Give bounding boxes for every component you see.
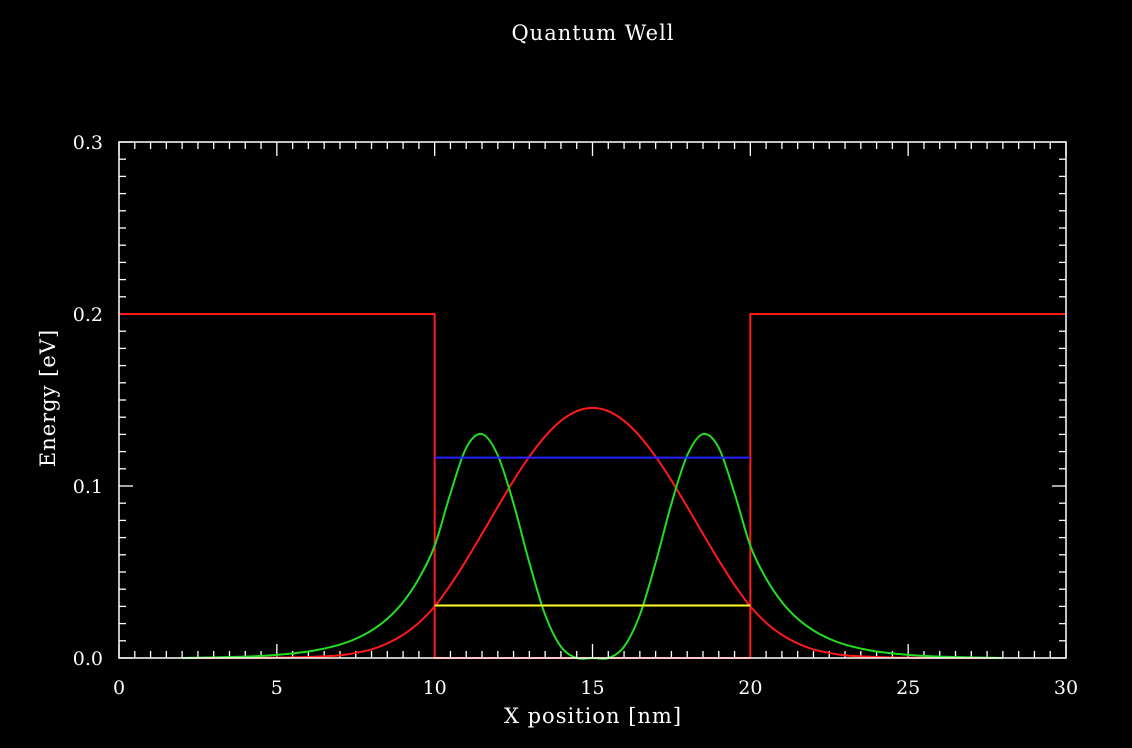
x-tick-label: 20 (738, 677, 762, 699)
x-tick-label: 0 (113, 677, 125, 699)
x-tick-label: 10 (423, 677, 447, 699)
tick-marks (118, 141, 1067, 659)
plot-frame (118, 141, 1067, 659)
x-axis-label: X position [nm] (504, 704, 682, 728)
x-tick-label: 5 (271, 677, 283, 699)
tick-labels: 0 5 10 15 20 25 30 0.0 0.1 0.2 0.3 (73, 132, 1078, 699)
x-tick-label: 30 (1054, 677, 1078, 699)
series-line-3 (182, 432, 1003, 660)
series-line-2 (182, 406, 1003, 659)
y-tick-label: 0.2 (73, 304, 103, 326)
chart-title: Quantum Well (511, 21, 674, 45)
plot-series (119, 313, 1066, 660)
x-tick-label: 15 (580, 677, 604, 699)
y-tick-label: 0.0 (73, 648, 103, 670)
y-axis-label: Energy [eV] (36, 329, 60, 467)
x-tick-label: 25 (896, 677, 920, 699)
y-tick-label: 0.1 (73, 476, 103, 498)
y-tick-label: 0.3 (73, 132, 103, 154)
